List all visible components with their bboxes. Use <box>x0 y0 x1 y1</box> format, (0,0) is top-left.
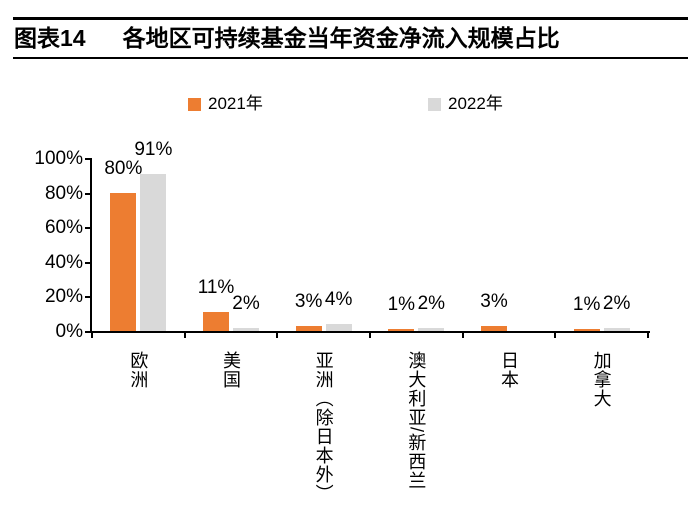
y-axis-tick-label: 0% <box>55 321 83 342</box>
y-axis-tick-label: 40% <box>44 251 83 273</box>
header-bottom-rule <box>13 57 688 59</box>
header-top-rule <box>13 17 688 20</box>
x-category-label: 美国 <box>221 351 241 389</box>
y-axis-tick-label: 20% <box>44 286 83 308</box>
x-axis-tick <box>183 333 186 338</box>
bar-2021年-美国 <box>203 311 229 331</box>
y-axis-tick <box>85 158 90 160</box>
x-category-label: 欧洲 <box>128 351 149 389</box>
bar-2021年-欧洲 <box>110 192 137 331</box>
x-axis-tick <box>554 333 557 338</box>
legend-label-2021: 2021年 <box>208 94 263 113</box>
data-label: 91% <box>134 138 173 160</box>
x-axis-tick <box>647 333 649 338</box>
bar-2022年-欧洲 <box>140 173 167 331</box>
data-label: 3% <box>294 290 323 312</box>
bar-2022年-澳大利亚/新西兰 <box>418 327 445 331</box>
data-label: 1% <box>572 294 601 316</box>
y-axis-tick <box>85 227 90 230</box>
data-label: 11% <box>197 276 235 298</box>
legend-label-2022: 2022年 <box>448 94 503 113</box>
x-category-label: 亚洲（除日本外） <box>313 351 334 503</box>
chart-title: 图表14 各地区可持续基金当年资金净流入规模占比 <box>14 25 560 51</box>
y-axis-tick-label: 60% <box>44 217 83 239</box>
bar-2021年-日本 <box>481 325 507 331</box>
bar-2021年-亚洲（除日本外） <box>295 325 322 331</box>
x-category-label: 澳大利亚/新西兰 <box>406 351 427 491</box>
bar-2022年-美国 <box>233 327 259 331</box>
x-axis-tick <box>91 333 93 338</box>
x-axis-line <box>90 331 650 333</box>
x-axis-tick <box>461 333 464 338</box>
legend-item-2021: 2021年 <box>188 94 263 114</box>
data-label: 2% <box>417 292 446 314</box>
y-axis-tick-label: 100% <box>34 148 83 169</box>
y-axis-tick <box>85 331 90 333</box>
data-label: 2% <box>602 292 631 314</box>
data-label: 1% <box>387 294 416 316</box>
legend-swatch-2021-icon <box>188 97 201 111</box>
data-label: 80% <box>104 157 143 179</box>
x-category-label: 加拿大 <box>591 351 612 408</box>
y-axis-line <box>90 158 92 333</box>
data-label: 2% <box>232 292 260 314</box>
data-label: 3% <box>480 290 508 312</box>
legend-swatch-2022-icon <box>428 97 441 111</box>
x-axis-tick <box>276 333 279 338</box>
y-axis-tick <box>85 296 90 299</box>
y-axis-tick-label: 80% <box>44 182 83 204</box>
x-axis-tick <box>369 333 371 338</box>
data-label: 4% <box>324 289 353 311</box>
bar-2022年-亚洲（除日本外） <box>325 324 352 331</box>
chart-title-number: 图表14 <box>14 25 86 51</box>
bar-2022年-加拿大 <box>603 327 630 331</box>
chart-title-text: 各地区可持续基金当年资金净流入规模占比 <box>122 25 560 51</box>
y-axis-tick <box>85 192 90 195</box>
bar-2021年-澳大利亚/新西兰 <box>388 329 415 331</box>
legend-item-2022: 2022年 <box>428 94 503 114</box>
x-category-label: 日本 <box>499 351 519 389</box>
y-axis-tick <box>85 261 90 264</box>
bar-2021年-加拿大 <box>573 329 600 331</box>
